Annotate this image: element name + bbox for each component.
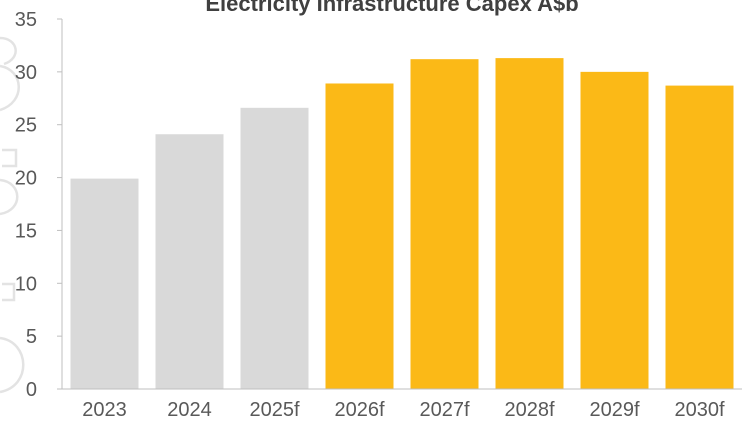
x-axis: 2023 2024 2025f 2026f 2027f 2028f 2029f 2030f — [62, 388, 742, 421]
x-tick-label: 2030f — [674, 399, 724, 421]
x-tick-label: 2024 — [167, 399, 212, 421]
y-tick-label: 35 — [15, 9, 37, 31]
y-tick-label: 20 — [15, 168, 37, 190]
y-tick-label: 0 — [26, 379, 37, 401]
x-tick-label: 2028f — [504, 399, 554, 421]
y-tick-label: 10 — [15, 273, 37, 295]
x-tick-label: 2029f — [589, 399, 639, 421]
watermark-logo — [0, 36, 25, 394]
x-tick-label: 2023 — [82, 399, 127, 421]
y-tick-label: 5 — [26, 326, 37, 348]
y-tick-label: 15 — [15, 220, 37, 242]
bar-2026f — [325, 83, 394, 389]
chart-title: Electricity Infrastructure Capex A$b — [205, 0, 578, 16]
y-tick-label: 30 — [15, 62, 37, 84]
bar-2030f — [665, 85, 734, 389]
bar-2023 — [70, 178, 139, 389]
bar-2024 — [155, 134, 224, 389]
y-tick-label: 25 — [15, 115, 37, 137]
x-tick-label: 2027f — [419, 399, 469, 421]
bar-2027f — [410, 59, 479, 390]
y-axis: 0 5 10 15 20 25 30 35 — [15, 9, 63, 401]
bar-2029f — [580, 71, 649, 389]
x-tick-label: 2026f — [334, 399, 384, 421]
x-tick-label: 2025f — [249, 399, 299, 421]
bar-2028f — [495, 58, 564, 389]
bar-2025f — [240, 107, 309, 390]
bar-series — [70, 58, 734, 390]
